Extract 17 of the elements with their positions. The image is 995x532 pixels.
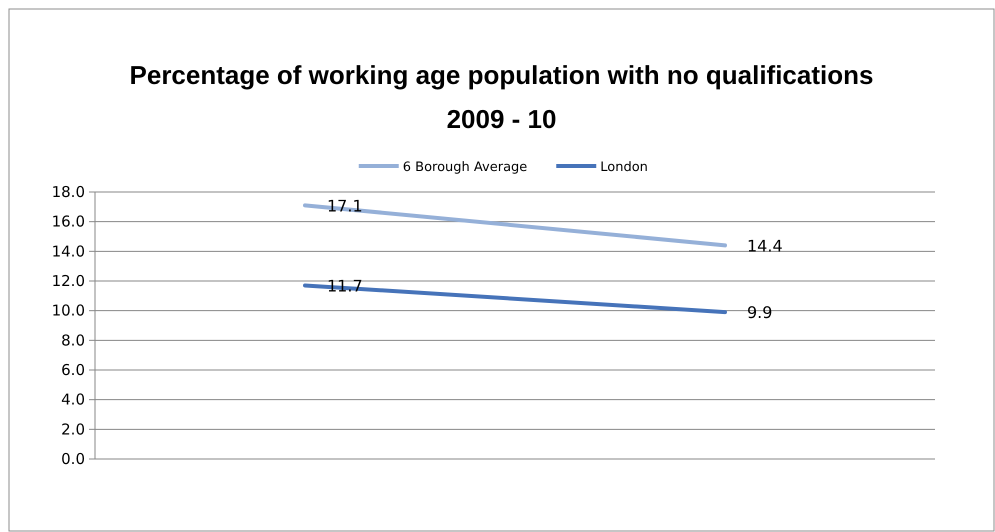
chart-title: Percentage of working age population with no qualifications 2009 - 10 <box>130 60 874 134</box>
data-label: 14.4 <box>747 236 783 256</box>
y-tick-label: 8.0 <box>61 331 85 350</box>
y-tick-label: 6.0 <box>61 361 85 379</box>
data-label: 17.1 <box>327 196 363 216</box>
data-label: 9.9 <box>747 303 772 322</box>
y-tick-label: 18.0 <box>52 183 85 201</box>
legend-label: London <box>600 160 648 175</box>
y-tick-label: 4.0 <box>61 390 85 409</box>
y-tick-label: 2.0 <box>61 420 85 438</box>
y-tick-label: 16.0 <box>52 212 85 231</box>
data-label: 11.7 <box>327 276 363 296</box>
y-tick-label: 14.0 <box>52 242 85 260</box>
y-tick-label: 12.0 <box>52 272 85 290</box>
y-tick-label: 0.0 <box>61 450 85 468</box>
y-tick-label: 10.0 <box>52 302 85 320</box>
legend-label: 6 Borough Average <box>402 160 528 175</box>
